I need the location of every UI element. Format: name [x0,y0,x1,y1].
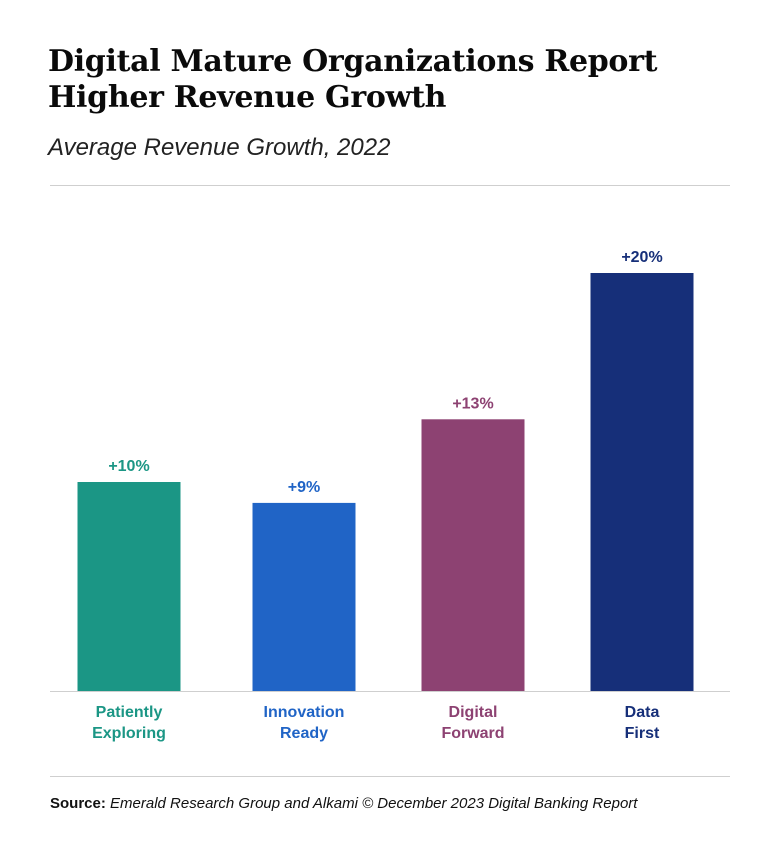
chart-title-line-1: Digital Mature Organizations Report [48,44,658,79]
data-label-data-first: +20% [621,249,662,266]
bar-patiently-exploring [77,482,181,691]
data-label-patiently-exploring: +10% [108,458,149,475]
source-text: Emerald Research Group and Alkami © Dece… [110,795,638,812]
bottom-divider [50,776,730,777]
top-divider [50,185,730,186]
bar-digital-forward [421,419,525,691]
chart-subtitle: Average Revenue Growth, 2022 [48,134,391,161]
category-label-digital-forward: Digital Forward [441,704,504,742]
chart-title-line-2: Higher Revenue Growth [48,80,447,115]
data-label-digital-forward: +13% [452,395,493,412]
source-label: Source: [50,795,106,812]
category-label-patiently-exploring: Patiently Exploring [92,704,166,742]
source-note: Source: Emerald Research Group and Alkam… [50,795,637,812]
category-label-innovation-ready: Innovation Ready [264,704,345,742]
chart-title: Digital Mature Organizations Report High… [48,44,738,116]
data-label-innovation-ready: +9% [288,479,320,496]
category-label-data-first: Data First [625,704,660,742]
bar-data-first [590,273,694,691]
bar-innovation-ready [252,502,356,691]
